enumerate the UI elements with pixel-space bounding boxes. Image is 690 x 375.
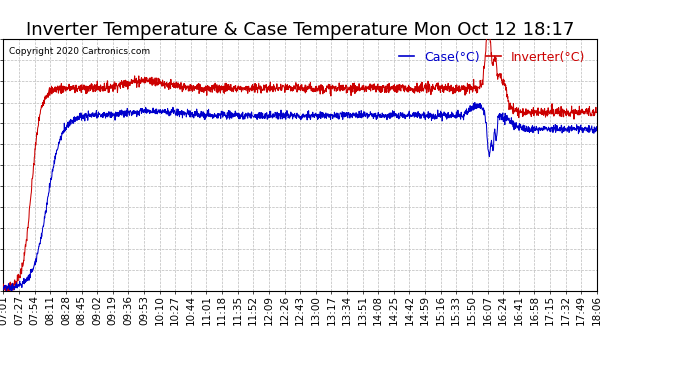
Title: Inverter Temperature & Case Temperature Mon Oct 12 18:17: Inverter Temperature & Case Temperature … xyxy=(26,21,574,39)
Legend: Case(°C), Inverter(°C): Case(°C), Inverter(°C) xyxy=(395,46,591,69)
Text: Copyright 2020 Cartronics.com: Copyright 2020 Cartronics.com xyxy=(10,47,150,56)
